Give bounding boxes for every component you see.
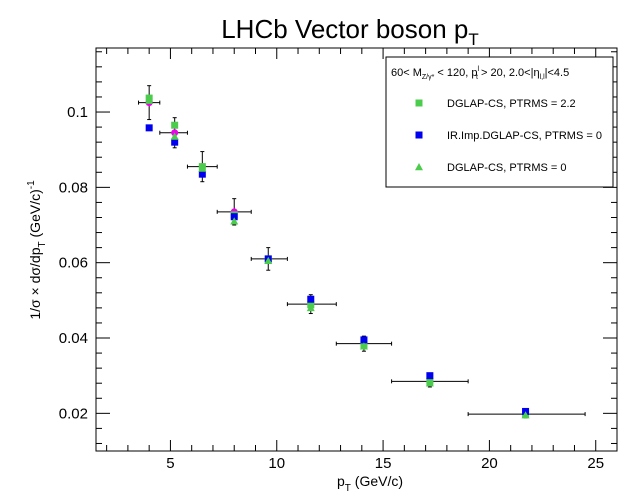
series-2-point (521, 411, 530, 419)
series-2-point (359, 342, 368, 350)
series-1-point (198, 170, 206, 178)
series-2-point (306, 303, 315, 312)
legend-marker-1 (415, 131, 423, 139)
series-2-point (425, 379, 434, 387)
legend-box (385, 56, 614, 188)
legend: 60< MZ/γ* < 120, pl t > 20, 2.0<|ηl,l|<4.… (385, 56, 614, 188)
y-tick-label: 0.08 (59, 179, 88, 196)
series-1-point (307, 295, 315, 303)
x-tick-label: 20 (481, 455, 498, 472)
x-tick-label: 25 (587, 455, 604, 472)
legend-header: 60< MZ/γ* < 120, pl t > 20, 2.0<|ηl,l|<4.… (391, 66, 569, 81)
plot-frame (95, 47, 618, 452)
series-2-point (170, 132, 179, 140)
series-2-point (264, 256, 273, 264)
y-axis-ticks: 0.02 0.04 0.06 0.08 0.1 (59, 51, 617, 444)
series-1-point (145, 124, 153, 132)
series-2-point (198, 164, 207, 172)
y-tick-label: 0.06 (59, 255, 88, 272)
series-0-point (171, 121, 179, 129)
series-2-point (230, 217, 239, 225)
x-tick-label: 10 (268, 455, 285, 472)
x-axis-label: pT (GeV/c) (337, 473, 403, 494)
x-axis-ticks: 5 10 15 20 25 (106, 48, 618, 472)
series-1-point (230, 213, 238, 221)
legend-marker-2 (415, 163, 423, 171)
y-tick-label: 0.1 (67, 104, 88, 121)
y-axis-label: 1/σ × dσ/dpT (GeV/c)-1 (26, 180, 48, 320)
series-1-point (171, 138, 179, 146)
y-tick-label: 0.02 (59, 405, 88, 422)
series-1-point (360, 336, 368, 344)
chart-title: LHCb Vector boson pT (221, 14, 479, 49)
x-tick-label: 15 (375, 455, 392, 472)
series-2 (145, 96, 530, 419)
x-tick-label: 5 (166, 455, 174, 472)
legend-label-0: DGLAP-CS, PTRMS = 2.2 (447, 98, 576, 110)
legend-label-2: DGLAP-CS, PTRMS = 0 (447, 162, 567, 174)
series-2-point (145, 96, 154, 104)
legend-marker-0 (415, 99, 423, 107)
legend-label-1: IR.Imp.DGLAP-CS, PTRMS = 0 (447, 130, 602, 142)
y-tick-label: 0.04 (59, 330, 88, 347)
legend-entries: DGLAP-CS, PTRMS = 2.2 IR.Imp.DGLAP-CS, PT… (415, 98, 602, 174)
series-1-point (426, 372, 434, 380)
series-layer (145, 94, 530, 419)
